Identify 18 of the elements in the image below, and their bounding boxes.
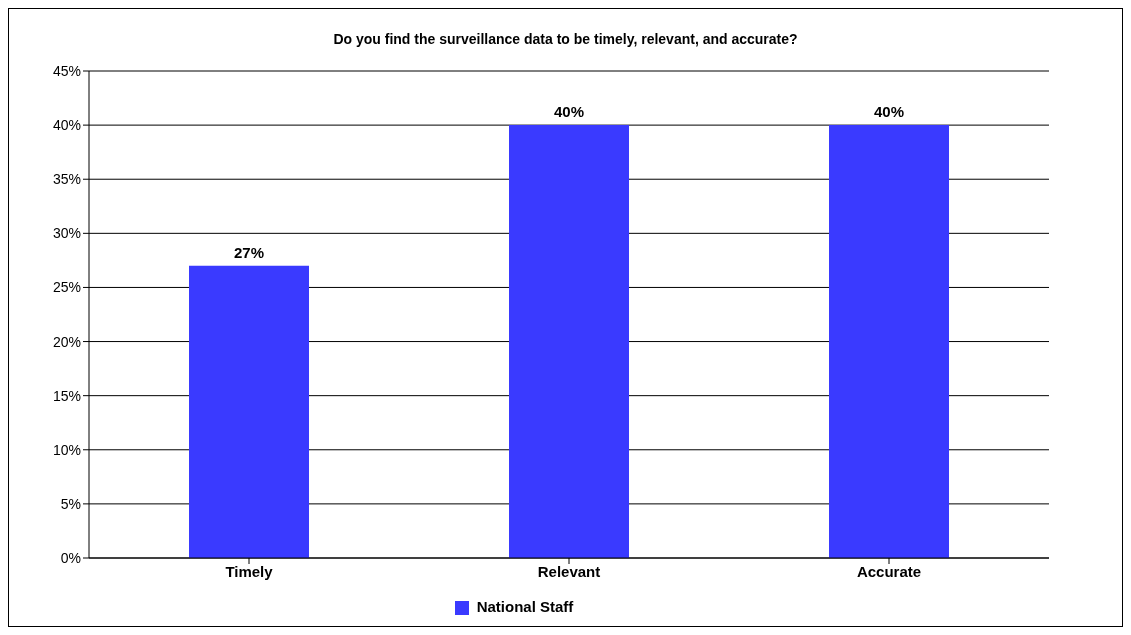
data-label: 40% — [873, 103, 905, 121]
y-tick-label: 25% — [52, 279, 81, 296]
y-tick-label: 30% — [52, 225, 81, 242]
x-tick-label: Accurate — [856, 562, 922, 580]
x-tick-label: Timely — [225, 562, 274, 580]
y-tick-label: 10% — [52, 441, 81, 458]
data-label: 27% — [233, 243, 265, 261]
y-tick-label: 45% — [52, 62, 81, 79]
y-tick-label: 35% — [52, 171, 81, 188]
y-tick-label: 0% — [60, 549, 81, 566]
legend-label: National Staff — [475, 598, 575, 615]
x-tick-label: Relevant — [537, 562, 601, 580]
chart-title: Do you find the surveillance data to be timely, relevant, and accurate? — [332, 30, 799, 49]
y-tick-label: 15% — [52, 387, 81, 404]
y-tick-label: 20% — [52, 333, 81, 350]
y-tick-label: 40% — [52, 117, 81, 134]
data-label: 40% — [553, 103, 585, 121]
y-tick-label: 5% — [60, 495, 81, 512]
